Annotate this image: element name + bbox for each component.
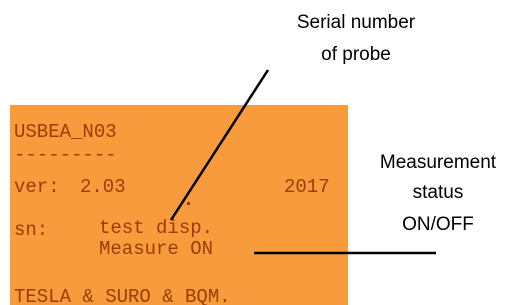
annotation-text: of probe bbox=[321, 44, 391, 65]
serial-number: test disp. bbox=[99, 217, 213, 239]
annotation-text: Serial number bbox=[297, 12, 416, 33]
pixel-dot bbox=[187, 202, 190, 205]
sn-label: sn: bbox=[14, 219, 48, 241]
screenshot: USBEA_N03 --------- ver: 2.03 2017 sn: t… bbox=[0, 0, 516, 305]
annotation-text: Measurement bbox=[380, 152, 497, 173]
annotation-text: ON/OFF bbox=[402, 214, 474, 235]
year: 2017 bbox=[284, 176, 330, 198]
device-name: USBEA_N03 bbox=[14, 121, 117, 143]
footer: TESLA & SURO & BQM. bbox=[14, 286, 231, 305]
version-label: ver: bbox=[14, 176, 60, 198]
separator: --------- bbox=[14, 144, 117, 166]
annotation-text: status bbox=[413, 182, 464, 203]
version: 2.03 bbox=[80, 176, 126, 198]
measure-status: Measure ON bbox=[99, 238, 213, 260]
